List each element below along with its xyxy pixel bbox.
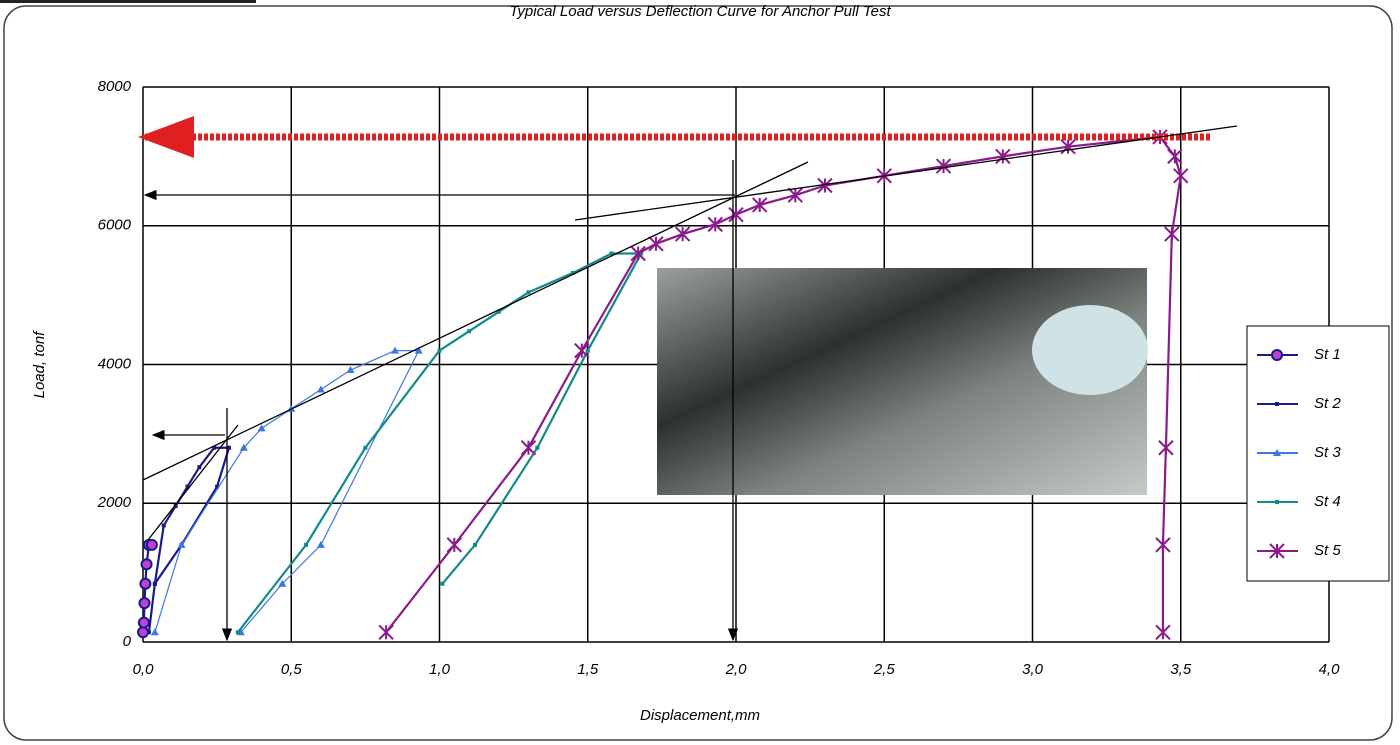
x-axis-label: Displacement,mm (640, 707, 760, 724)
marker (146, 630, 151, 635)
marker (473, 542, 478, 547)
marker (496, 309, 501, 314)
marker (363, 445, 368, 450)
marker (535, 445, 540, 450)
x-tick-label: 2,0 (725, 661, 748, 678)
marker (1271, 349, 1283, 361)
marker (177, 540, 186, 548)
marker (609, 251, 614, 256)
series-line (154, 350, 420, 633)
marker (1275, 500, 1279, 504)
legend-label: St 1 (1314, 346, 1341, 363)
marker (707, 216, 723, 233)
marker (574, 342, 590, 359)
marker (378, 624, 394, 640)
marker (1173, 168, 1189, 184)
marker (440, 581, 445, 586)
marker (150, 628, 159, 636)
marker (239, 443, 248, 451)
marker (137, 616, 150, 629)
marker (1273, 449, 1281, 456)
marker (185, 484, 190, 489)
marker (639, 251, 644, 256)
y-tick-label: 6000 (98, 217, 132, 234)
y-tick-label: 2000 (97, 494, 132, 511)
annotations (138, 116, 1238, 642)
marker (1164, 226, 1180, 242)
x-tick-label: 0,5 (281, 661, 303, 678)
marker (995, 148, 1011, 165)
marker (257, 424, 266, 432)
marker (935, 158, 952, 174)
marker (152, 581, 157, 586)
marker (145, 538, 158, 551)
marker (138, 597, 151, 610)
marker (226, 445, 231, 450)
marker (437, 348, 442, 353)
marker (215, 484, 220, 489)
marker (648, 236, 664, 252)
x-tick-label: 1,0 (429, 661, 451, 678)
marker (316, 385, 325, 393)
tangent-line (574, 125, 1238, 221)
y-axis-label: Load, tonf (31, 330, 48, 399)
marker (173, 504, 178, 509)
marker (526, 290, 531, 295)
marker (585, 348, 590, 353)
marker (1269, 543, 1285, 559)
marker (139, 577, 152, 590)
x-tick-label: 4,0 (1319, 661, 1341, 678)
marker (212, 445, 217, 450)
marker (316, 540, 325, 548)
photo-object (1032, 305, 1148, 395)
y-tick-label: 8000 (98, 78, 132, 95)
x-tick-label: 0,0 (133, 661, 155, 678)
marker (630, 245, 646, 262)
x-tick-label: 3,5 (1170, 661, 1192, 678)
marker (235, 630, 240, 635)
marker (570, 270, 575, 275)
legend-label: St 3 (1314, 444, 1341, 461)
marker (1158, 440, 1174, 456)
marker (752, 197, 768, 213)
marker (346, 366, 355, 374)
marker (278, 579, 287, 587)
marker (446, 537, 463, 553)
x-tick-label: 2,5 (873, 661, 896, 678)
marker (728, 206, 744, 223)
legend-label: St 2 (1314, 395, 1341, 412)
legend-label: St 5 (1314, 542, 1341, 559)
marker (467, 329, 472, 334)
tangent-line (147, 424, 239, 541)
y-tick-label: 0 (123, 633, 132, 650)
top-bar (0, 0, 256, 3)
marker (1155, 537, 1171, 553)
marker (1155, 624, 1171, 640)
marker (197, 465, 202, 470)
marker (414, 346, 423, 354)
marker (787, 187, 804, 203)
marker (137, 626, 149, 639)
marker (520, 440, 537, 456)
x-tick-label: 1,5 (577, 661, 599, 678)
legend-label: St 4 (1314, 493, 1341, 510)
marker (304, 542, 309, 547)
marker (140, 558, 153, 571)
marker (1167, 148, 1183, 165)
x-tick-label: 3,0 (1022, 661, 1044, 678)
y-tick-label: 4000 (98, 355, 132, 372)
tangent-line (142, 161, 809, 481)
series-line (237, 252, 643, 633)
marker (391, 346, 400, 354)
chart-title: Typical Load versus Deflection Curve for… (509, 3, 891, 20)
marker (1275, 402, 1279, 406)
marker (161, 523, 166, 528)
marker (674, 226, 691, 242)
marker (1060, 138, 1076, 155)
marker (817, 177, 833, 194)
